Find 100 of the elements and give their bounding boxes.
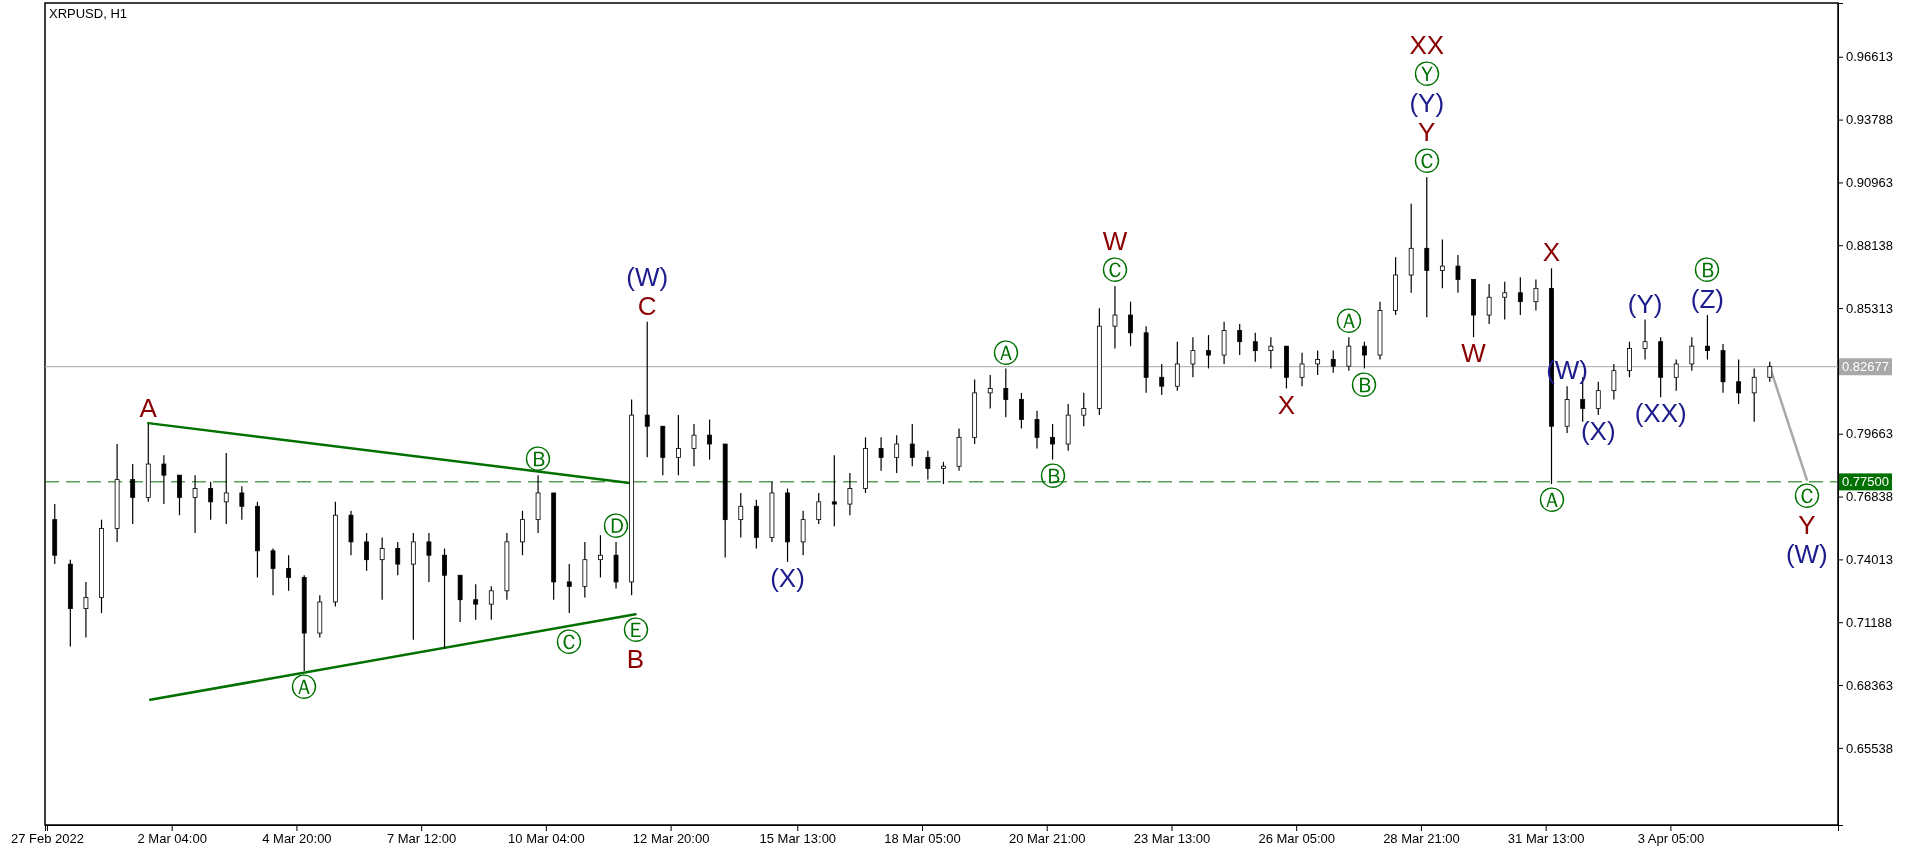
candlestick <box>488 585 494 621</box>
candlestick <box>1112 285 1118 349</box>
annotation: (Y) <box>1627 288 1663 319</box>
candlestick <box>1705 314 1710 361</box>
y-tick-label: 0.74013 <box>1846 552 1893 568</box>
annotation: Y <box>1418 117 1436 148</box>
candlestick <box>1642 318 1648 361</box>
candlestick <box>1502 281 1508 321</box>
ref-line-label: 0.77500 <box>1842 474 1889 490</box>
chart-title: XRPUSD, H1 <box>49 6 128 21</box>
candlestick <box>1034 410 1040 450</box>
annotation: Ⓓ <box>603 510 630 541</box>
y-tick-label: 0.71188 <box>1846 614 1893 630</box>
candlestick <box>1252 332 1258 363</box>
annotation: W <box>1461 338 1487 369</box>
annotation: Ⓑ <box>1351 369 1378 400</box>
annotation: (W) <box>1785 538 1828 569</box>
candlestick <box>831 454 837 527</box>
candlestick <box>1736 358 1742 405</box>
candlestick <box>847 472 853 516</box>
x-tick-label: 26 Mar 05:00 <box>1258 831 1336 847</box>
candlestick <box>426 532 432 583</box>
candlestick <box>1050 423 1055 461</box>
candlestick <box>1237 323 1243 356</box>
candlestick <box>364 532 369 572</box>
x-tick-label: 7 Mar 12:00 <box>386 831 457 847</box>
candlestick <box>1330 350 1336 374</box>
candlestick <box>1190 336 1196 378</box>
y-tick-label: 0.85313 <box>1846 300 1893 316</box>
annotation: Ⓒ <box>1101 255 1128 286</box>
y-tick-label: 0.88138 <box>1846 237 1893 253</box>
x-tick-label: 12 Mar 20:00 <box>632 831 710 847</box>
x-tick-label: 31 Mar 13:00 <box>1507 831 1585 847</box>
candlestick <box>1299 352 1305 387</box>
candlestick <box>676 414 681 476</box>
y-tick-label: 0.76838 <box>1846 489 1893 505</box>
annotation: A <box>139 393 158 424</box>
annotation: X <box>1277 389 1296 420</box>
x-tick-label: 20 Mar 21:00 <box>1008 831 1086 847</box>
candlestick <box>286 554 292 592</box>
candlestick <box>442 547 447 650</box>
candlestick <box>1362 341 1367 370</box>
candlestick <box>130 463 136 525</box>
x-tick-label: 28 Mar 21:00 <box>1383 831 1460 847</box>
candlestick <box>1019 392 1024 430</box>
candlestick <box>1595 381 1601 416</box>
candlestick <box>1268 336 1274 370</box>
candlestick <box>816 492 822 525</box>
x-tick-label: 23 Mar 13:00 <box>1133 831 1211 847</box>
annotation: Ⓑ <box>1694 255 1721 286</box>
candlestick <box>925 450 931 481</box>
x-tick-label: 27 Feb 2022 <box>10 831 84 847</box>
candlestick <box>1003 367 1009 418</box>
candlestick <box>208 481 214 521</box>
x-tick-label: 10 Mar 04:00 <box>508 831 585 847</box>
annotation: Ⓐ <box>992 337 1019 368</box>
x-tick-label: 2 Mar 04:00 <box>137 831 207 847</box>
candlestick <box>1673 358 1679 392</box>
y-tick-label: 0.79663 <box>1846 426 1893 442</box>
candlestick <box>1081 392 1087 427</box>
candlestick <box>83 581 89 639</box>
candlestick <box>177 474 182 516</box>
candlestick <box>1517 276 1523 316</box>
y-tick-label: 0.90963 <box>1846 175 1893 191</box>
candlestick <box>598 534 603 579</box>
candlestick <box>1174 341 1180 392</box>
annotation: Y <box>1798 509 1816 540</box>
candlestick <box>1455 254 1461 294</box>
annotation: Ⓔ <box>622 615 649 646</box>
annotation: (X) <box>1580 416 1616 447</box>
candlestick <box>410 532 416 641</box>
annotation: (W) <box>626 261 669 292</box>
candlestick <box>1767 361 1773 383</box>
annotation: B <box>626 644 645 675</box>
annotation: Ⓐ <box>291 671 318 702</box>
candlestick <box>738 492 744 539</box>
candlestick <box>395 541 401 576</box>
candlestick <box>1206 334 1211 370</box>
annotation: W <box>1102 226 1128 257</box>
candlestick <box>941 461 946 485</box>
candlestick <box>379 536 385 601</box>
annotation: C <box>637 290 657 321</box>
candlestick <box>192 474 198 534</box>
candlestick <box>1627 341 1632 378</box>
candlestick <box>1689 336 1695 372</box>
candlestick <box>1424 176 1430 318</box>
x-tick-label: 4 Mar 20:00 <box>262 831 332 847</box>
annotation: Ⓐ <box>1335 306 1362 337</box>
candlestick <box>1315 350 1321 376</box>
ref-line-label: 0.82677 <box>1842 359 1889 375</box>
annotation: Ⓑ <box>525 444 552 475</box>
candlestick <box>1159 363 1165 396</box>
candlestick <box>909 423 915 467</box>
candlestick <box>800 510 806 556</box>
annotation: (XX) <box>1634 398 1687 429</box>
candlestick <box>161 454 167 505</box>
candlestick <box>1751 367 1757 423</box>
candlestick <box>270 547 276 596</box>
annotation: Ⓒ <box>1793 480 1820 511</box>
candlestick <box>878 436 884 472</box>
